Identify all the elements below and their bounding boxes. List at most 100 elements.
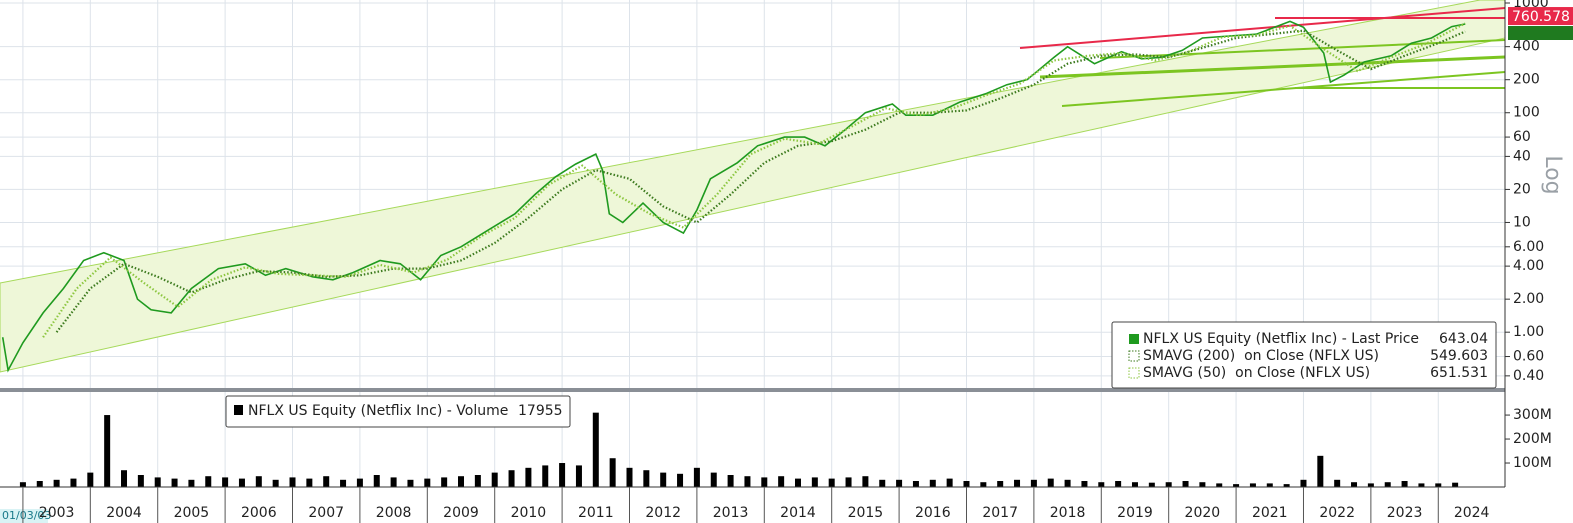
volume-bar [811, 477, 818, 487]
y-tick-label: 60 [1513, 129, 1531, 145]
volume-bar [794, 478, 801, 487]
legend-value: 549.603 [1430, 348, 1488, 364]
volume-bar [1249, 483, 1256, 487]
volume-bar [1131, 482, 1138, 487]
price-tag-label: 760.578 [1512, 9, 1570, 25]
volume-bar [626, 467, 633, 487]
volume-bar [306, 478, 313, 487]
volume-bar [1014, 479, 1021, 487]
y-tick-label: 10 [1513, 214, 1531, 230]
volume-bar [205, 476, 212, 487]
volume-bar [1081, 481, 1088, 487]
x-tick-label: 2016 [915, 505, 951, 521]
volume-bar [1233, 484, 1240, 487]
volume-bar [525, 467, 532, 487]
volume-bar [474, 475, 481, 487]
volume-bar [643, 470, 650, 487]
volume-bar [1047, 478, 1054, 487]
volume-bar [693, 467, 700, 487]
x-tick-label: 2004 [106, 505, 142, 521]
volume-bar [1266, 483, 1273, 487]
price-tag-box [1508, 7, 1573, 26]
y-tick-label: 200M [1513, 431, 1552, 447]
x-tick-label: 2018 [1050, 505, 1086, 521]
volume-bar [575, 465, 582, 487]
volume-bar [238, 478, 245, 487]
y-tick-label: 40 [1513, 148, 1531, 164]
x-tick-label: 2022 [1319, 505, 1355, 521]
volume-bar [542, 465, 549, 487]
start-date: 01/03/03 [2, 509, 51, 522]
volume-bar [356, 478, 363, 487]
support-line [1061, 71, 1506, 107]
x-tick-label: 2021 [1252, 505, 1288, 521]
volume-bar [1148, 482, 1155, 487]
volume-bar [845, 477, 852, 487]
volume-bar [36, 481, 43, 487]
legend-value: 643.04 [1439, 331, 1488, 347]
volume-bar [70, 478, 77, 487]
legend-label: SMAVG (50) on Close (NFLX US) [1143, 365, 1370, 381]
volume-bar [1300, 479, 1307, 487]
resistance-line [1019, 7, 1506, 49]
volume-bar [1401, 481, 1408, 487]
volume-bar [1351, 482, 1358, 487]
support-line [1039, 55, 1506, 79]
x-tick-label: 2011 [578, 505, 614, 521]
volume-bar [1216, 483, 1223, 487]
price-tag: 760.578 [1508, 7, 1573, 25]
volume-bar [862, 476, 869, 487]
y-tick-label: 300M [1513, 407, 1552, 423]
volume-bar [879, 479, 886, 487]
volume-bar [1098, 482, 1105, 487]
volume-bar [508, 470, 515, 487]
volume-bar [896, 479, 903, 487]
y-tick-label: 20 [1513, 181, 1531, 197]
volume-bar [188, 479, 195, 487]
y-tick-label: 0.40 [1513, 368, 1544, 384]
volume-bar [340, 479, 347, 487]
volume-bar [559, 463, 566, 487]
x-tick-label: 2009 [443, 505, 479, 521]
y-tick-label: 1000 [1513, 0, 1549, 11]
volume-bar [154, 477, 161, 487]
legend-label: SMAVG (200) on Close (NFLX US) [1143, 348, 1379, 364]
legend-swatch [1129, 334, 1139, 344]
volume-legend-value: 17955 [518, 403, 563, 419]
legend-swatch [1128, 350, 1140, 362]
volume-bar [121, 470, 128, 487]
volume-bar [1199, 482, 1206, 487]
volume-bar [946, 478, 953, 487]
volume-bar [373, 475, 380, 487]
volume-bar [1435, 483, 1442, 487]
volume-bar [1115, 481, 1122, 487]
volume-bar [323, 476, 330, 487]
volume-bar [1165, 482, 1172, 487]
volume-bar [744, 476, 751, 487]
volume-legend-swatch [234, 405, 243, 415]
volume-bar [19, 482, 26, 487]
volume-bar [1030, 479, 1037, 487]
price-line [1, 20, 1466, 373]
y-tick-label: 0.60 [1513, 349, 1544, 365]
y-tick-label: 2.00 [1513, 291, 1544, 307]
x-tick-label: 2003 [39, 505, 75, 521]
y-tick-label: 4.00 [1513, 258, 1544, 274]
volume-bar [1064, 479, 1071, 487]
y-tick-label: 1.00 [1513, 324, 1544, 340]
volume-bar [929, 479, 936, 487]
volume-bar [1283, 484, 1290, 487]
volume-bar [407, 479, 414, 487]
volume-bar [1182, 481, 1189, 487]
volume-bar [761, 477, 768, 487]
volume-bar [980, 482, 987, 487]
x-tick-label: 2019 [1117, 505, 1153, 521]
volume-bar [778, 476, 785, 487]
x-tick-label: 2015 [848, 505, 884, 521]
legend-swatch [1128, 367, 1140, 379]
x-tick-label: 2012 [645, 505, 681, 521]
x-tick-label: 2023 [1387, 505, 1423, 521]
volume-bar [87, 472, 94, 487]
legend: NFLX US Equity (Netflix Inc) - Last Pric… [1128, 331, 1488, 381]
x-tick-label: 2020 [1185, 505, 1221, 521]
